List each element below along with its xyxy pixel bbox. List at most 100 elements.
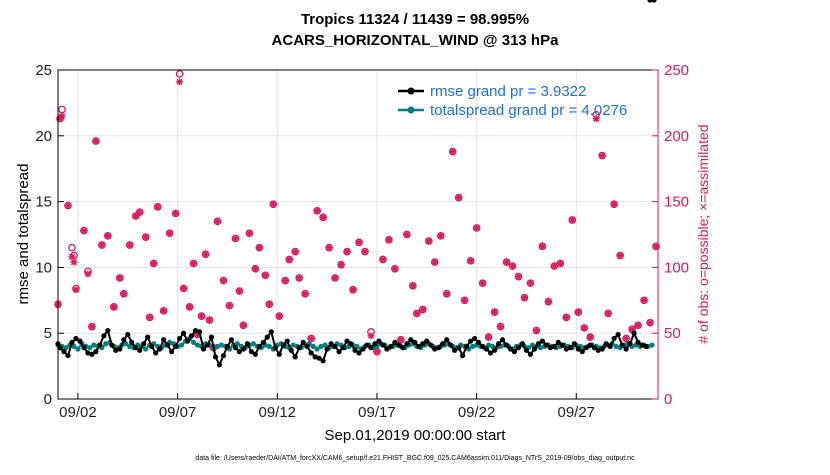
obs-assimilated-marker [136, 208, 144, 216]
totalspread-point [234, 341, 241, 347]
rmse-point [57, 345, 63, 351]
rmse-point [460, 352, 466, 359]
left-axis-label: rmse and totalspread [15, 164, 32, 305]
obs-assimilated-stroke [611, 201, 618, 208]
obs-assimilated-stroke [343, 248, 351, 255]
rmse-point [200, 346, 207, 352]
rmse-point [511, 349, 518, 355]
rmse-point [551, 343, 557, 349]
totalspread-point [266, 343, 272, 349]
rmse-point [543, 342, 549, 348]
obs-assimilated-marker [337, 261, 345, 269]
rmse-point [527, 351, 534, 357]
totalspread-point [485, 342, 492, 348]
rmse-point [408, 337, 414, 343]
totalspread-point [613, 343, 619, 349]
rmse-point [260, 339, 266, 346]
obs-assimilated-stroke [126, 241, 133, 249]
obs-assimilated-marker [610, 200, 618, 208]
rmse-point [324, 346, 330, 352]
obs-assimilated-marker [413, 309, 421, 317]
obs-assimilated-stroke [214, 218, 221, 225]
obs-assimilated-marker [532, 327, 540, 335]
rmse-point [244, 341, 250, 347]
rmse-point [468, 338, 474, 344]
x-tick-label: 09/17 [358, 404, 396, 421]
obs-assimilated-marker [455, 194, 463, 202]
obs-assimilated-stroke [88, 323, 95, 330]
obs-assimilated-stroke [379, 256, 387, 263]
left-tick-label: 0 [44, 391, 52, 408]
legend-rmse-marker [407, 87, 415, 95]
obs-assimilated-marker [403, 231, 411, 238]
obs-assimilated-stroke [150, 260, 157, 267]
right-tick-label: 250 [664, 62, 689, 79]
obs-assimilated-marker [126, 241, 134, 249]
rmse-point [169, 349, 175, 355]
rmse-point [619, 342, 625, 348]
obs-assimilated-stroke [120, 290, 127, 297]
rmse-point [595, 347, 601, 353]
rmse-point [416, 343, 422, 349]
totalspread-point [529, 342, 536, 348]
rmse-point [643, 343, 649, 349]
rmse-point [360, 346, 366, 352]
rmse-point [304, 343, 310, 349]
obs-assimilated-marker [646, 319, 654, 327]
rmse-point [559, 342, 565, 348]
obs-assimilated-stroke [70, 259, 78, 266]
obs-assimilated-stroke [72, 286, 80, 293]
rmse-point [188, 333, 195, 339]
obs-assimilated-stroke [104, 232, 111, 239]
right-axis-label: # of obs: o=possible; ×=assimilated [695, 124, 711, 343]
legend-spread-marker [407, 106, 415, 114]
obs-assimilated-stroke [539, 243, 546, 250]
obs-assimilated-stroke [220, 277, 227, 284]
totalspread-point [322, 342, 328, 348]
obs-assimilated-marker [467, 257, 475, 265]
obs-assimilated-stroke [116, 274, 123, 282]
obs-assimilated-marker [508, 262, 516, 270]
obs-assimilated-stroke [599, 152, 606, 159]
rmse-point [456, 345, 462, 351]
rmse-point [129, 339, 135, 346]
rmse-point [141, 341, 147, 347]
obs-assimilated-stroke [226, 302, 233, 309]
left-tick-label: 5 [44, 325, 52, 342]
rmse-point [555, 339, 561, 346]
obs-assimilated-marker [634, 321, 642, 329]
obs-assimilated-marker [275, 312, 283, 320]
chart-title-line2: ACARS_HORIZONTAL_WIND @ 313 hPa [272, 32, 560, 49]
obs-assimilated-stroke [646, 319, 654, 326]
obs-assimilated-stroke [485, 334, 492, 341]
totalspread-point [470, 343, 476, 349]
obs-assimilated-stroke [385, 236, 392, 243]
obs-assimilated-marker [261, 271, 269, 279]
obs-assimilated-stroke [497, 323, 504, 330]
obs-assimilated-stroke [296, 274, 303, 282]
obs-assimilated-marker [166, 229, 174, 237]
rmse-point [591, 345, 597, 351]
rmse-point [475, 339, 482, 346]
obs-assimilated-marker [556, 259, 564, 267]
rmse-point [332, 343, 338, 349]
totalspread-point [123, 341, 129, 347]
obs-assimilated-marker [526, 279, 534, 287]
obs-assimilated-marker [255, 244, 263, 252]
obs-assimilated-stroke [397, 336, 404, 343]
rmse-point [344, 338, 350, 344]
rmse-point [639, 342, 645, 348]
rmse-point [328, 341, 334, 347]
rmse-point [531, 346, 538, 352]
legend-spread-label: totalspread grand pr = 4.0276 [430, 102, 627, 119]
rmse-point [356, 350, 362, 356]
rmse-point [372, 341, 378, 347]
left-tick-label: 20 [35, 128, 52, 145]
obs-assimilated-stroke [68, 253, 76, 260]
obs-assimilated-marker [431, 258, 439, 266]
obs-assimilated-marker [88, 323, 96, 331]
obs-assimilated-marker [461, 296, 469, 304]
obs-assimilated-stroke [64, 202, 72, 209]
